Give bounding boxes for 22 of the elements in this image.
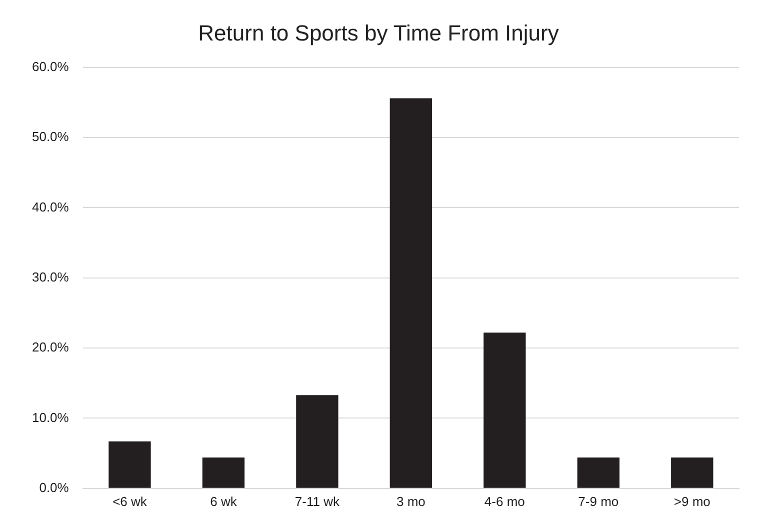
y-tick-label: 40.0% bbox=[32, 199, 70, 214]
x-tick-label: 7-9 mo bbox=[578, 494, 619, 509]
y-tick-label: 0.0% bbox=[39, 480, 70, 495]
bar bbox=[202, 458, 245, 488]
x-tick-label: >9 mo bbox=[674, 494, 710, 509]
x-tick-label: 6 wk bbox=[210, 494, 238, 509]
y-tick-label: 30.0% bbox=[32, 269, 70, 284]
x-tick-label: 7-11 wk bbox=[294, 494, 340, 509]
y-tick-label: 10.0% bbox=[32, 410, 70, 425]
x-tick-label: 4-6 mo bbox=[484, 494, 525, 509]
y-tick-label: 50.0% bbox=[32, 129, 70, 144]
x-tick-label: 3 mo bbox=[396, 494, 426, 509]
bar bbox=[671, 458, 714, 488]
y-tick-label: 60.0% bbox=[32, 58, 70, 74]
bar bbox=[296, 395, 338, 488]
bar bbox=[108, 441, 151, 488]
bar bbox=[577, 458, 620, 488]
chart-title: Return to Sports by Time From Injury bbox=[198, 20, 559, 46]
bar bbox=[484, 332, 526, 488]
y-tick-label: 20.0% bbox=[32, 340, 70, 355]
x-tick-label: <6 wk bbox=[112, 494, 148, 509]
bar bbox=[390, 98, 432, 488]
